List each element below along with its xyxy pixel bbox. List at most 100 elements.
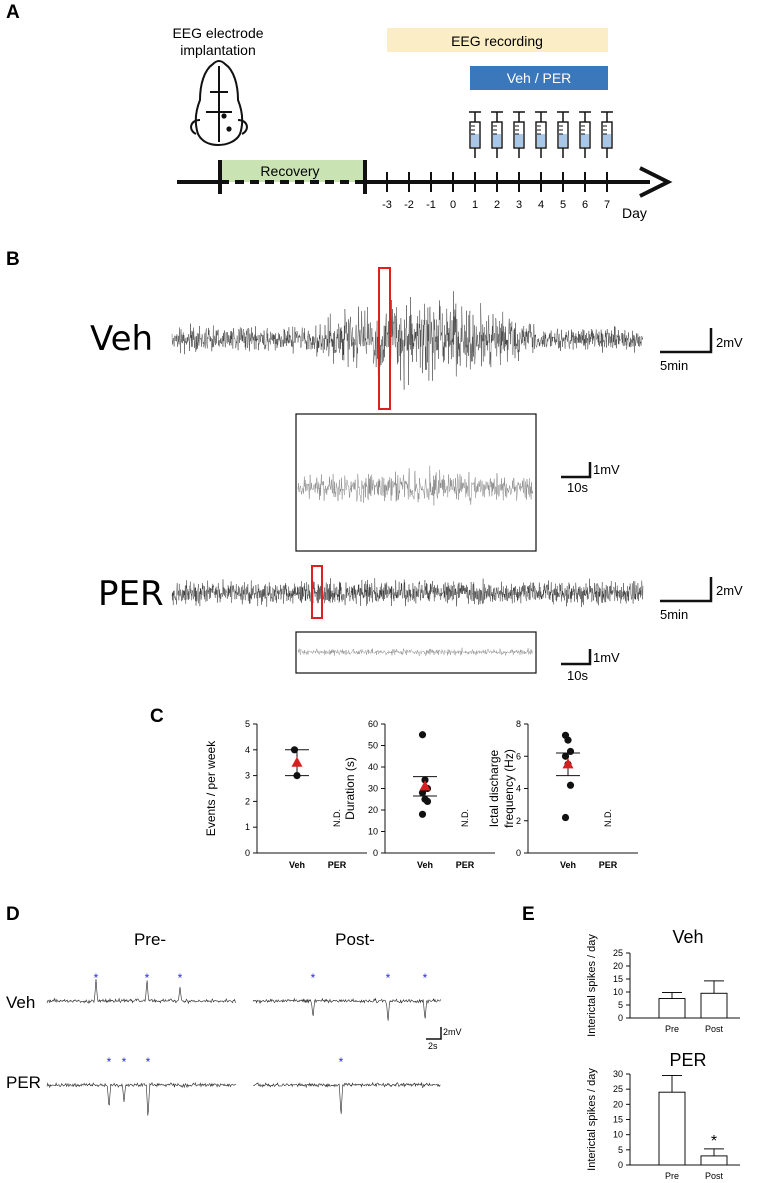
- eeg-trace-veh: [171, 291, 643, 390]
- panel-label-b: B: [6, 249, 20, 270]
- y-axis-label: Interictal spikes / day: [586, 1068, 598, 1171]
- y-tick-label: 10: [368, 827, 378, 837]
- eeg-recording-label: EEG recording: [451, 33, 543, 49]
- chart-interictal-per: PER 0 5 10 15 20 25 30 Interictal spikes / day Pr…: [586, 1050, 740, 1181]
- eeg-zoom-trace-per: [297, 647, 534, 656]
- y-tick-label: 8: [516, 719, 521, 729]
- x-tick-label: PER: [599, 860, 618, 870]
- mean-marker: [562, 758, 574, 769]
- x-tick-label: Veh: [289, 860, 305, 870]
- scale-bar-per: [660, 577, 713, 603]
- spike-marker: *: [107, 1055, 112, 1069]
- per-highlight-box: [311, 565, 323, 619]
- y-tick-label: 0: [618, 1013, 623, 1023]
- x-tick-label: Pre: [665, 1024, 679, 1034]
- y-tick-label: 20: [613, 961, 623, 971]
- y-tick-label: 25: [613, 948, 623, 958]
- y-tick-label: 2: [245, 796, 250, 806]
- syringe-icon: [557, 111, 569, 158]
- data-point: [418, 810, 427, 818]
- col-label-post: Post-: [335, 930, 375, 949]
- syringe-fluid: [559, 134, 567, 147]
- implant-label-line1: EEG electrode: [172, 25, 263, 41]
- y-tick-label: 0: [516, 848, 521, 858]
- y-tick-label: 60: [368, 719, 378, 729]
- day-tick-label: 2: [494, 199, 500, 211]
- chart-interictal-veh: Veh 0 5 10 15 20 25 Interictal spikes / day Pre P…: [586, 927, 740, 1037]
- chart-title: PER: [669, 1050, 706, 1070]
- spike-marker: *: [122, 1055, 127, 1069]
- trace-label-veh: Veh: [90, 319, 153, 359]
- y-tick-label: 15: [613, 1115, 623, 1125]
- nd-annotation: N.D.: [603, 809, 613, 827]
- spike-marker: *: [311, 971, 316, 985]
- spike-marker: *: [94, 971, 99, 985]
- y-tick-label: 50: [368, 741, 378, 751]
- spike-marker: *: [178, 971, 183, 985]
- x-tick-label: PER: [456, 860, 475, 870]
- x-tick-label: Post: [705, 1171, 724, 1181]
- day-tick-label: -3: [382, 199, 392, 211]
- y-tick-label: 0: [373, 848, 378, 858]
- recovery-bar: [220, 160, 365, 182]
- syringe-icon: [535, 111, 547, 158]
- y-tick-label: 25: [613, 1084, 623, 1094]
- data-point: [418, 731, 427, 739]
- data-point: [566, 781, 575, 789]
- trace-line: [252, 1081, 441, 1114]
- y-tick-label: 15: [613, 974, 623, 984]
- skull-icon: [190, 60, 248, 147]
- y-axis-label: Events / per week: [204, 740, 218, 836]
- syringe-group: [469, 111, 613, 158]
- y-tick-label: 4: [245, 745, 250, 755]
- treatment-bar: [470, 66, 608, 90]
- day-tick-label: 1: [472, 199, 478, 211]
- y-axis-label: frequency (Hz): [502, 749, 516, 828]
- data-point: [564, 736, 572, 744]
- spike-marker: *: [145, 971, 150, 985]
- x-tick-label: Veh: [560, 860, 576, 870]
- scale-bar-per-zoom: [561, 649, 592, 666]
- syringe-icon: [491, 111, 503, 158]
- implant-label-line2: implantation: [180, 42, 256, 58]
- day-tick-label: 6: [582, 199, 588, 211]
- chart-events-per-week: 0 1 2 3 4 5 Veh PER Events / per week N.D.: [204, 719, 367, 870]
- y-tick-label: 20: [613, 1099, 623, 1109]
- treatment-label: Veh / PER: [507, 70, 572, 86]
- syringe-icon: [579, 111, 591, 158]
- syringe-fluid: [537, 134, 545, 147]
- spike-marker: *: [146, 1055, 151, 1069]
- y-tick-label: 30: [368, 784, 378, 794]
- spike-marker: *: [386, 971, 391, 985]
- y-tick-label: 1: [245, 822, 250, 832]
- y-tick-label: 6: [516, 751, 521, 761]
- spike-marker: *: [339, 1055, 344, 1069]
- trace-line: [297, 647, 534, 656]
- scale-veh-min: 5min: [660, 358, 688, 373]
- day-tick-label: 5: [560, 199, 566, 211]
- panel-label-a: A: [6, 2, 20, 23]
- spike-marker: *: [423, 971, 428, 985]
- panel-label-c: C: [150, 706, 164, 727]
- trace-line: [171, 291, 643, 390]
- row-label-per: PER: [6, 1073, 41, 1092]
- day-tick-label: 3: [516, 199, 522, 211]
- trace-line: [252, 997, 441, 1021]
- syringe-icon: [513, 111, 525, 158]
- scale-d-mv: 2mV: [443, 1027, 462, 1037]
- trace-line: [46, 978, 237, 1005]
- col-label-pre: Pre-: [134, 930, 166, 949]
- day-ticks: -3 -2 -1 0 1 2 3 4 5 6 7: [382, 172, 610, 211]
- scale-bar-veh: [660, 328, 713, 354]
- scale-veh-zoom-s: 10s: [567, 480, 588, 495]
- y-tick-label: 30: [613, 1069, 623, 1079]
- syringe-fluid: [603, 134, 611, 147]
- data-point: [561, 813, 570, 822]
- x-tick-label: Veh: [417, 860, 433, 870]
- trace-line: [46, 1082, 237, 1116]
- y-tick-label: 4: [516, 784, 521, 794]
- mean-marker: [419, 780, 431, 791]
- syringe-fluid: [493, 134, 501, 147]
- syringe-fluid: [581, 134, 589, 147]
